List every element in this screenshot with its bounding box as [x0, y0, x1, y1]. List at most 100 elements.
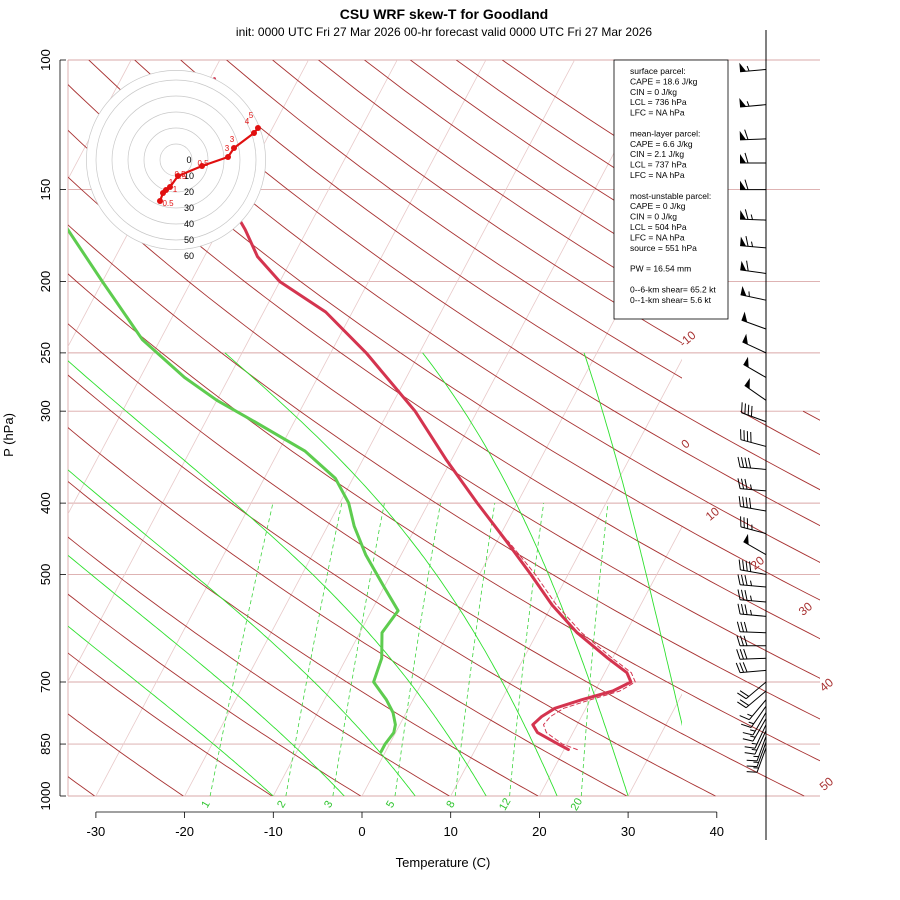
isotherm-line — [539, 526, 682, 796]
dry-adiabat-ext — [682, 605, 820, 679]
mixing-ratio-line — [332, 503, 385, 796]
moist-adiabat — [422, 352, 629, 796]
x-tick-label: 0 — [358, 824, 365, 839]
isotherm-line — [95, 60, 487, 796]
isotherm-label: 10 — [703, 504, 722, 524]
wind-barb-shaft — [740, 466, 767, 470]
hodograph-height-label: 5 — [249, 111, 254, 120]
y-tick-label: 1000 — [38, 782, 53, 811]
info-line: LFC = NA hPa — [630, 108, 685, 118]
wind-barb-full — [744, 574, 748, 586]
wind-barb-full — [744, 209, 749, 220]
wind-barb-full — [742, 496, 745, 508]
wind-barb-shaft — [740, 245, 767, 249]
wind-barb-shaft — [745, 690, 767, 709]
dry-adiabat — [68, 323, 682, 735]
wind-barb-shaft — [740, 569, 767, 575]
wind-barb-full — [741, 402, 743, 413]
info-line: CIN = 0 J/kg — [630, 87, 677, 97]
wind-barb-shaft — [740, 584, 767, 588]
info-line: CIN = 0 J/kg — [630, 212, 677, 222]
wind-barbs — [735, 30, 767, 840]
mixing-ratio-line — [580, 503, 609, 796]
hodograph-point — [251, 130, 257, 136]
dry-adiabat — [68, 224, 682, 648]
wind-barb-flag — [739, 130, 747, 140]
wind-barb-shaft — [745, 681, 767, 700]
isotherm-line — [68, 60, 398, 683]
hodograph-ring-label: 50 — [184, 235, 194, 245]
wind-barb-flag — [741, 311, 748, 323]
hodograph-background — [86, 70, 266, 250]
hodograph-height-label: .5 — [180, 172, 187, 181]
wind-barb-shaft — [740, 294, 767, 301]
wind-barb-shaft — [740, 669, 767, 674]
wind-barb-full — [737, 456, 741, 468]
wind-barb-full — [740, 589, 745, 601]
info-line: LFC = NA hPa — [630, 170, 685, 180]
wind-barb-full — [746, 759, 758, 762]
wind-barb-shaft — [739, 657, 767, 660]
wind-barb-full — [739, 649, 744, 660]
wind-barb-full — [749, 561, 752, 572]
x-tick-label: 30 — [621, 824, 635, 839]
hodograph-ring — [127, 111, 225, 209]
dry-adiabat — [68, 481, 539, 796]
wind-barb-full — [737, 589, 741, 600]
wind-barb-flag — [743, 533, 749, 545]
wind-barb-full — [744, 152, 749, 164]
hodograph-point — [167, 184, 173, 190]
mixing-ratio-label: 20 — [569, 796, 586, 813]
wind-barb-full — [735, 662, 741, 673]
wind-barb-flag — [743, 356, 749, 368]
dry-adiabat — [68, 374, 682, 780]
wind-barb-full — [741, 723, 752, 728]
info-line: CAPE = 6.6 J/kg — [630, 139, 693, 149]
wind-barb-full — [746, 260, 749, 272]
isotherm-line — [184, 60, 575, 796]
wind-barb-full — [737, 692, 747, 700]
wind-barb-half — [746, 101, 750, 107]
info-line: 0--6-km shear= 65.2 kt — [630, 284, 716, 294]
wind-barb-half — [751, 748, 757, 751]
info-line: LFC = NA hPa — [630, 232, 685, 242]
info-line: source = 551 hPa — [630, 243, 697, 253]
wind-barb-full — [749, 497, 752, 509]
wind-barb-shaft — [740, 613, 767, 617]
hodograph-point — [175, 173, 181, 179]
isotherm-label: 30 — [796, 599, 815, 619]
isotherm-line — [272, 60, 664, 796]
wind-barb-full — [737, 701, 747, 709]
hodograph-height-label: 1 — [169, 178, 174, 187]
wind-barb-half — [748, 721, 754, 725]
hodograph-height-label: 4 — [245, 117, 250, 126]
hodograph-ring — [86, 70, 266, 250]
wind-barb-flag — [742, 333, 748, 345]
wind-barb-shaft — [740, 269, 767, 274]
wind-barb-half — [750, 580, 753, 586]
y-tick-label: 250 — [38, 342, 53, 364]
wind-barb-full — [739, 662, 745, 673]
dry-adiabat-ext — [682, 733, 805, 797]
dry-adiabat-ext — [682, 413, 820, 491]
x-axis-label: Temperature (C) — [396, 855, 491, 870]
hodograph-point — [255, 125, 261, 131]
x-tick-label: 40 — [710, 824, 724, 839]
hodograph-height-label: 3 — [230, 135, 235, 144]
wind-barb-full — [738, 496, 741, 507]
wind-barb-full — [740, 457, 745, 468]
wind-barb-full — [743, 648, 748, 660]
y-tick-label: 700 — [38, 671, 53, 693]
info-line: 0--1-km shear= 5.6 kt — [630, 295, 712, 305]
hodograph-ring-label: 0 — [186, 155, 191, 165]
wind-barb-half — [750, 735, 756, 738]
wind-barb-flag — [740, 153, 746, 163]
hodograph-ring-label: 40 — [184, 219, 194, 229]
temperature-line — [212, 77, 633, 752]
wind-barb-half — [750, 729, 756, 732]
dry-adiabat — [68, 83, 682, 527]
wind-barb-half — [750, 609, 753, 616]
